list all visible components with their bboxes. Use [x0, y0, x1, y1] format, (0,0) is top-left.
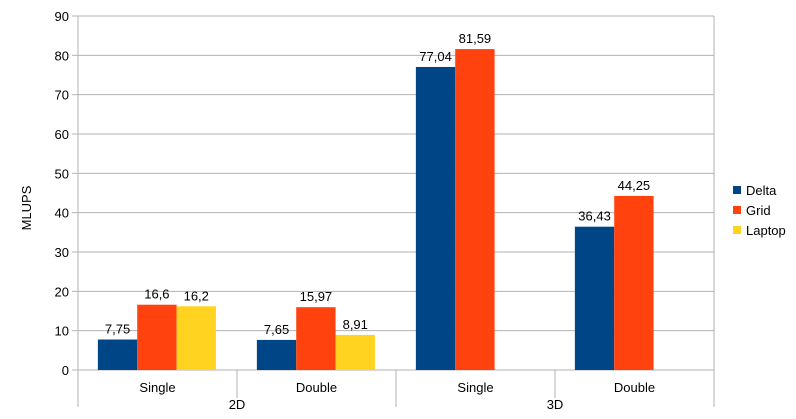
y-tick-label: 30: [55, 245, 69, 260]
y-tick-label: 20: [55, 284, 69, 299]
data-label: 16,2: [184, 288, 209, 303]
data-label: 8,91: [343, 317, 368, 332]
x-group-label: 2D: [229, 397, 246, 412]
bars: [97, 49, 654, 370]
data-label: 44,25: [618, 178, 651, 193]
y-tick-label: 60: [55, 127, 69, 142]
y-tick-label: 50: [55, 166, 69, 181]
bar-delta: [415, 66, 456, 370]
data-label: 7,65: [264, 322, 289, 337]
legend-swatch-laptop: [733, 226, 741, 234]
bar-grid: [455, 49, 495, 370]
legend-swatch-grid: [733, 206, 741, 214]
data-label: 36,43: [578, 209, 611, 224]
x-category-label: Double: [296, 380, 337, 395]
x-category-label: Double: [614, 380, 655, 395]
y-tick-label: 90: [55, 9, 69, 24]
y-tick-label: 0: [62, 363, 69, 378]
axes: 0 10 20 30 40 50 60 70 80 90 Single Double Single Dou…: [55, 9, 715, 412]
x-group-label: 3D: [547, 397, 564, 412]
legend: Delta Grid Laptop: [733, 183, 786, 238]
bar-delta: [97, 339, 138, 370]
y-tick-label: 80: [55, 48, 69, 63]
data-label: 77,04: [419, 49, 452, 64]
data-label: 81,59: [459, 31, 492, 46]
data-label: 15,97: [300, 289, 333, 304]
y-tick-label: 40: [55, 206, 69, 221]
y-tick-label: 10: [55, 324, 69, 339]
bar-grid: [614, 195, 654, 370]
bar-laptop: [335, 334, 375, 370]
bar-delta: [574, 226, 615, 370]
y-axis-title: MLUPS: [19, 185, 34, 230]
legend-label-grid: Grid: [746, 203, 771, 218]
legend-swatch-delta: [733, 186, 741, 194]
bar-laptop: [176, 306, 216, 370]
legend-label-delta: Delta: [746, 183, 777, 198]
y-tick-label: 70: [55, 88, 69, 103]
bar-grid: [137, 304, 177, 370]
data-labels: 7,75 7,65 77,04 36,43 16,6 15,97 81,59 44,25 16,…: [105, 31, 650, 337]
x-category-label: Single: [457, 380, 493, 395]
data-label: 7,75: [105, 322, 130, 337]
legend-label-laptop: Laptop: [746, 223, 786, 238]
bar-grid: [296, 307, 336, 370]
data-label: 16,6: [144, 287, 169, 302]
x-category-label: Single: [139, 380, 175, 395]
bar-delta: [256, 339, 297, 370]
